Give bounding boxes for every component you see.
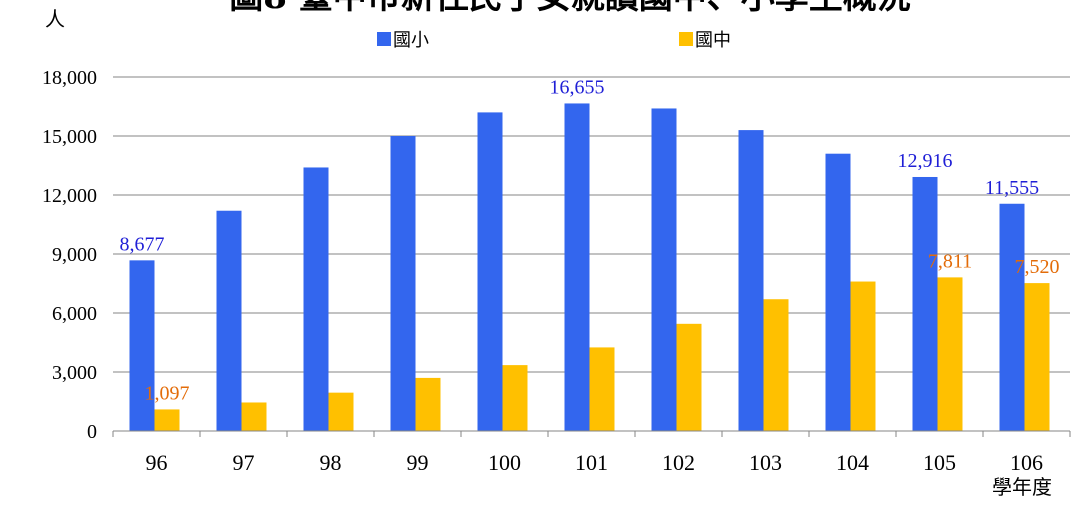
bar-elementary (825, 153, 851, 431)
data-labels: 8,677 16,655 12,916 11,555 1,097 7,811 7,520 (120, 76, 1060, 404)
bar-junior-high (154, 409, 180, 431)
bar-elementary (564, 103, 590, 432)
data-label-elementary: 12,916 (898, 150, 953, 172)
legend-label-junior-high: 國中 (695, 30, 731, 51)
x-tick-label: 97 (233, 450, 255, 475)
bar-elementary (216, 210, 242, 431)
bar-elementary (129, 260, 155, 431)
bar-junior-high (241, 402, 267, 431)
y-tick-label: 9,000 (52, 244, 97, 266)
bar-junior-high (763, 299, 789, 431)
bar-elementary (477, 112, 503, 432)
legend-label-elementary: 國小 (393, 30, 429, 51)
x-tick-label: 103 (749, 450, 782, 475)
data-label-junior-high: 7,520 (1015, 256, 1060, 278)
bar-elementary (999, 203, 1025, 431)
legend-swatch-junior-high (679, 32, 693, 46)
bar-elementary (390, 136, 416, 431)
x-tick-label: 99 (407, 450, 429, 475)
bar-elementary (912, 176, 938, 431)
x-tick-label: 100 (488, 450, 521, 475)
bar-elementary (651, 108, 677, 431)
chart-title: 圖8 臺中市新住民子女就讀國中、小學生概況 (229, 0, 911, 17)
x-axis-unit: 學年度 (992, 475, 1052, 499)
bar-junior-high (589, 347, 615, 431)
x-tick-label: 104 (836, 450, 869, 475)
gridlines (113, 76, 1070, 373)
bar-junior-high (415, 377, 441, 431)
y-axis-ticks: 0 3,000 6,000 9,000 12,000 15,000 18,000 (42, 67, 97, 443)
legend-swatch-elementary (377, 32, 391, 46)
y-tick-label: 3,000 (52, 362, 97, 384)
y-tick-label: 18,000 (42, 67, 97, 89)
x-axis: 96 97 98 99 100 101 102 103 104 105 106 (112, 430, 1071, 475)
bar-junior-high (937, 277, 963, 431)
bar-junior-high (328, 392, 354, 431)
y-tick-label: 6,000 (52, 303, 97, 325)
y-axis-unit: 人 (45, 7, 65, 31)
data-label-elementary: 11,555 (985, 177, 1039, 199)
bar-junior-high (1024, 283, 1050, 431)
data-label-junior-high: 1,097 (145, 382, 190, 404)
bar-junior-high (502, 365, 528, 431)
legend: 國小 國中 (377, 30, 731, 51)
x-tick-label: 101 (575, 450, 608, 475)
bar-junior-high (676, 323, 702, 431)
x-tick-label: 106 (1010, 450, 1043, 475)
y-tick-label: 15,000 (42, 126, 97, 148)
data-label-elementary: 16,655 (550, 76, 605, 98)
x-tick-label: 98 (320, 450, 342, 475)
bar-junior-high (850, 281, 876, 431)
x-tick-label: 105 (923, 450, 956, 475)
x-tick-label: 96 (146, 450, 168, 475)
y-tick-label: 12,000 (42, 185, 97, 207)
y-tick-label: 0 (87, 421, 97, 443)
bar-elementary (303, 167, 329, 431)
bars (129, 103, 1050, 432)
bar-elementary (738, 130, 764, 431)
data-label-elementary: 8,677 (120, 233, 165, 255)
data-label-junior-high: 7,811 (928, 250, 972, 272)
x-tick-label: 102 (662, 450, 695, 475)
